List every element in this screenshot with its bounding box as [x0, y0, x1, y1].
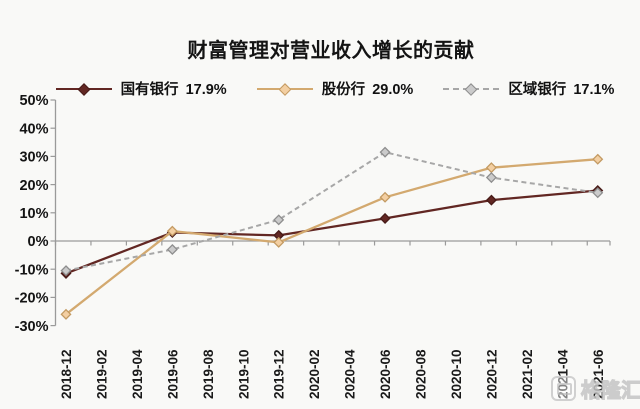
x-tick-label: 2021-02: [520, 349, 535, 399]
y-tick-label: 20%: [19, 178, 48, 194]
series-marker-2: [273, 214, 285, 226]
series-marker-2: [592, 187, 604, 199]
x-tick-label: 2021-04: [555, 349, 570, 399]
legend-series-value: 29.0%: [372, 82, 414, 98]
x-tick-label: 2019-10: [236, 349, 251, 399]
x-tick-label: 2021-06: [591, 349, 606, 399]
series-marker-0: [485, 194, 497, 206]
x-tick-label: 2020-10: [449, 349, 464, 399]
y-tick-label: -30%: [15, 319, 49, 335]
series-marker-2: [485, 172, 497, 184]
y-tick-label: -20%: [15, 291, 49, 307]
x-tick-label: 2020-08: [414, 349, 429, 399]
legend-series-name: 区域银行 17.1%: [508, 82, 615, 98]
y-tick-label: 50%: [19, 93, 48, 109]
legend-item-2: 区域银行 17.1%: [443, 78, 614, 99]
x-tick-label: 2019-12: [272, 349, 287, 399]
series-line-2: [65, 151, 598, 272]
series-marker-1: [592, 153, 604, 165]
x-tick-label: 2020-12: [484, 349, 499, 399]
legend-item-0: 国有银行 17.9%: [55, 78, 227, 99]
series-marker-0: [379, 212, 391, 224]
y-tick-label: 0%: [28, 234, 49, 250]
x-tick-label: 2020-02: [307, 349, 322, 399]
y-tick-label: -10%: [15, 262, 49, 278]
legend-line-sample: [256, 82, 313, 96]
legend-series-value: 17.1%: [573, 82, 615, 98]
legend-item-1: 股份行 29.0%: [256, 78, 414, 99]
x-tick-label: 2020-06: [378, 349, 393, 399]
y-tick-label: 40%: [19, 121, 48, 137]
series-marker-1: [60, 308, 72, 320]
chart-legend: 国有银行 17.9% 股份行 29.0% 区域银行 17.1%: [30, 78, 640, 99]
x-tick-label: 2019-02: [94, 349, 109, 399]
x-tick-label: 2019-08: [201, 349, 216, 399]
legend-line-sample: [55, 82, 112, 96]
legend-series-value: 17.9%: [185, 82, 227, 98]
x-tick-label: 2020-04: [343, 349, 358, 399]
legend-series-name: 国有银行 17.9%: [120, 82, 227, 98]
series-marker-2: [166, 243, 178, 255]
series-marker-1: [379, 191, 391, 203]
series-marker-1: [485, 162, 497, 174]
legend-series-name: 股份行 29.0%: [321, 82, 414, 98]
y-tick-label: 30%: [19, 150, 48, 166]
series-marker-2: [379, 146, 391, 158]
series-line-1: [65, 158, 598, 316]
chart-title: 财富管理对营业收入增长的贡献: [187, 40, 475, 62]
x-tick-label: 2019-06: [165, 349, 180, 399]
series-marker-1: [273, 236, 285, 248]
series-line-0: [65, 189, 598, 275]
series-marker-2: [60, 265, 72, 277]
y-tick-label: 10%: [19, 206, 48, 222]
x-tick-label: 2019-04: [130, 349, 145, 399]
x-tick-label: 2018-12: [59, 349, 74, 399]
legend-line-sample: [443, 82, 500, 96]
series-marker-1: [166, 225, 178, 237]
